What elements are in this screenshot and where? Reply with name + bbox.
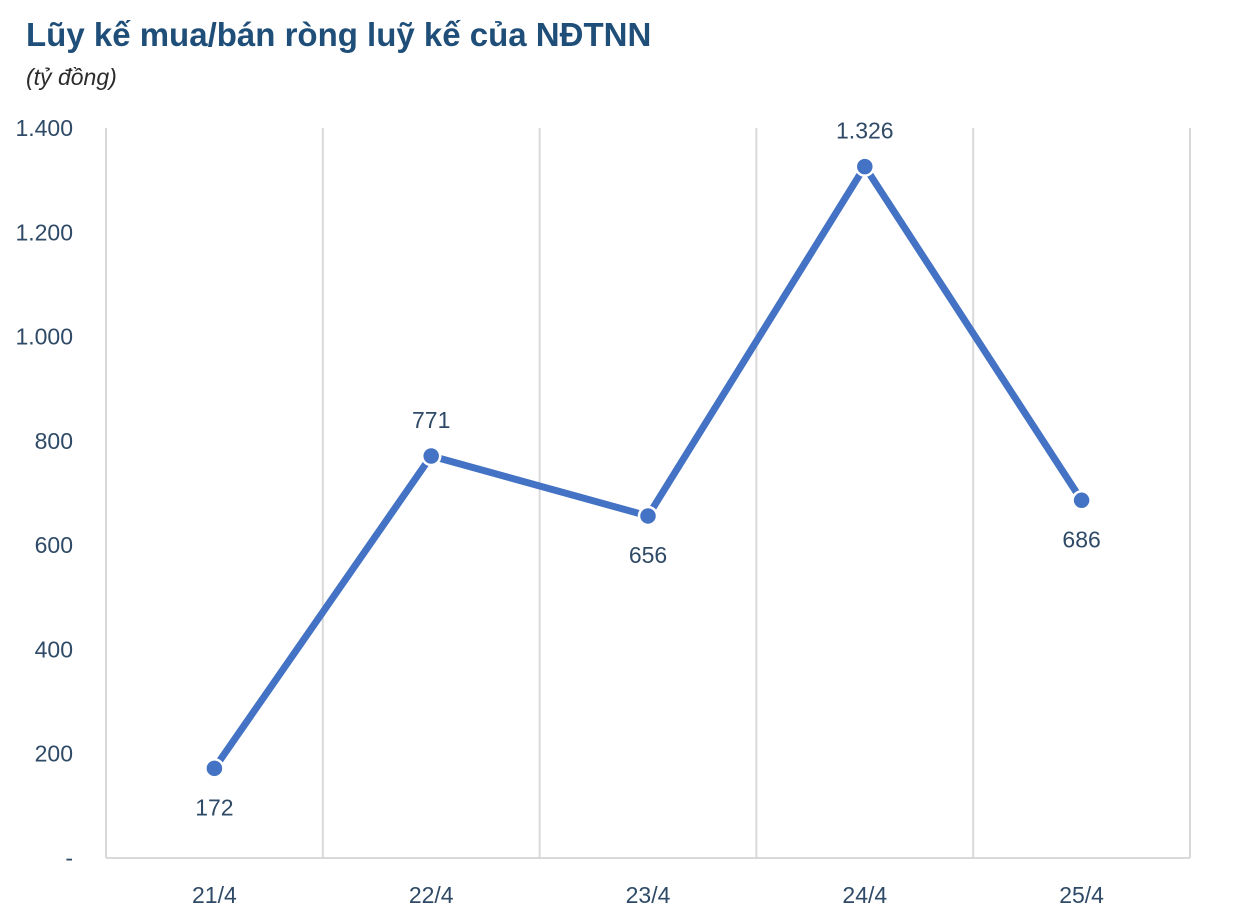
data-point [204,758,225,779]
data-label: 686 [1062,526,1100,552]
y-tick-label: 600 [35,532,73,558]
y-tick-label: 1.400 [15,115,73,141]
data-label: 656 [629,542,667,568]
data-point [637,505,659,527]
labels: 172 771 656 1.326 686 [195,118,1101,821]
chart-title: Lũy kế mua/bán ròng luỹ kế của NĐTNN [26,16,652,53]
data-point [854,156,876,177]
data-label: 1.326 [836,118,894,144]
y-tick-label: - [65,845,73,871]
x-tick-label: 21/4 [192,882,237,908]
series [204,156,1092,779]
chart-subtitle: (tỷ đồng) [26,64,117,90]
y-tick-label: 400 [35,636,73,662]
y-tick-label: 1.200 [15,219,73,245]
x-tick-label: 22/4 [409,882,454,908]
y-tick-label: 200 [35,741,73,767]
x-tick-label: 23/4 [626,882,671,908]
data-label: 172 [195,794,233,820]
gridlines [105,128,1191,858]
y-tick-label: 800 [35,428,73,454]
x-tick-label: 25/4 [1059,882,1104,908]
data-label: 771 [412,407,450,433]
y-tick-label: 1.000 [15,324,73,350]
axes: - 200 400 600 800 1.000 1.200 1.400 21/4 22/4 23/4… [15,115,1190,908]
data-point [1071,490,1092,511]
data-point [420,445,442,467]
series-line [210,163,1086,772]
x-tick-label: 24/4 [842,882,887,908]
